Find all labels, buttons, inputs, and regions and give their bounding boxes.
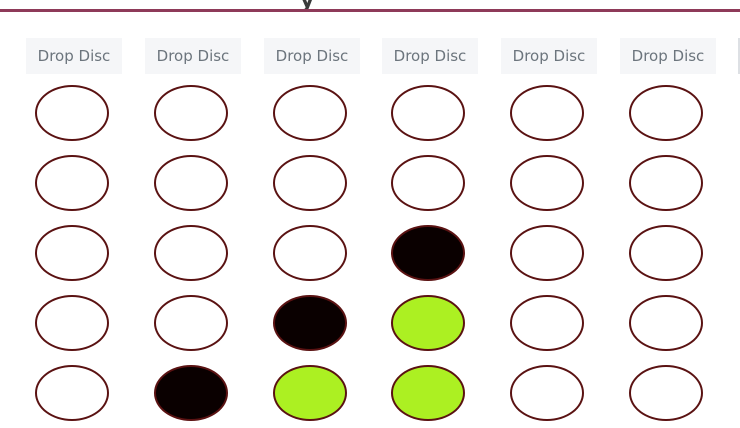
slot-col-5-row-4 — [510, 295, 584, 351]
slot-col-3-row-4 — [273, 295, 347, 351]
slot-col-1-row-3 — [35, 225, 109, 281]
slot-col-3-row-3 — [273, 225, 347, 281]
slot-col-1-row-5 — [35, 365, 109, 421]
slot-col-1-row-4 — [35, 295, 109, 351]
board-column-5: Drop Disc — [501, 38, 597, 428]
board-column-3: Drop Disc — [264, 38, 360, 428]
slot-col-2-row-1 — [154, 85, 228, 141]
slot-col-6-row-1 — [629, 85, 703, 141]
slot-col-6-row-4 — [629, 295, 703, 351]
slot-col-4-row-2 — [391, 155, 465, 211]
slot-col-6-row-3 — [629, 225, 703, 281]
board-column-1: Drop Disc — [26, 38, 122, 428]
drop-disc-button-col-3[interactable]: Drop Disc — [264, 38, 360, 74]
slot-col-5-row-1 — [510, 85, 584, 141]
board-column-2: Drop Disc — [145, 38, 241, 428]
header-divider — [0, 9, 740, 12]
slot-col-3-row-2 — [273, 155, 347, 211]
slot-col-2-row-4 — [154, 295, 228, 351]
slot-col-6-row-2 — [629, 155, 703, 211]
drop-disc-button-col-4[interactable]: Drop Disc — [382, 38, 478, 74]
slot-col-2-row-5 — [154, 365, 228, 421]
drop-disc-button-col-1[interactable]: Drop Disc — [26, 38, 122, 74]
slot-col-1-row-1 — [35, 85, 109, 141]
slot-col-5-row-5 — [510, 365, 584, 421]
slot-col-6-row-5 — [629, 365, 703, 421]
slot-col-4-row-4 — [391, 295, 465, 351]
slot-col-3-row-5 — [273, 365, 347, 421]
slot-col-2-row-2 — [154, 155, 228, 211]
drop-disc-button-col-6[interactable]: Drop Disc — [620, 38, 716, 74]
board-column-6: Drop Disc — [620, 38, 716, 428]
slot-col-4-row-5 — [391, 365, 465, 421]
slot-col-4-row-1 — [391, 85, 465, 141]
drop-disc-button-col-5[interactable]: Drop Disc — [501, 38, 597, 74]
slot-col-5-row-3 — [510, 225, 584, 281]
next-column-edge — [738, 38, 740, 74]
slot-col-3-row-1 — [273, 85, 347, 141]
drop-disc-button-col-2[interactable]: Drop Disc — [145, 38, 241, 74]
slot-col-5-row-2 — [510, 155, 584, 211]
slot-col-4-row-3 — [391, 225, 465, 281]
slot-col-2-row-3 — [154, 225, 228, 281]
board-column-4: Drop Disc — [382, 38, 478, 428]
slot-col-1-row-2 — [35, 155, 109, 211]
